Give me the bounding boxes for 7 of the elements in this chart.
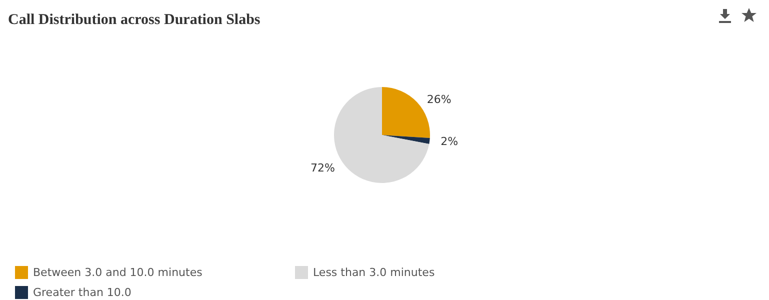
data-label: 72% (310, 162, 335, 175)
data-label: 2% (440, 135, 458, 148)
legend-label: Less than 3.0 minutes (313, 266, 435, 279)
chart-title: Call Distribution across Duration Slabs (8, 12, 260, 29)
legend-label: Greater than 10.0 (33, 286, 132, 299)
legend-label: Between 3.0 and 10.0 minutes (33, 266, 203, 279)
data-label: 26% (426, 92, 452, 106)
